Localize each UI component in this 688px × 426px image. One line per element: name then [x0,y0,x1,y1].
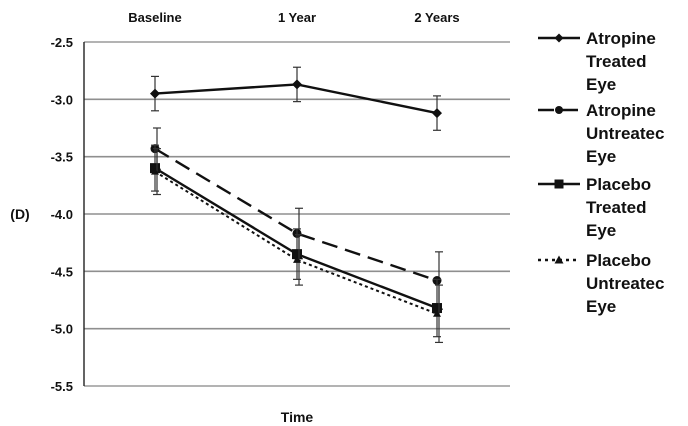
marker-circle [555,106,563,114]
marker-square [554,179,564,189]
series-line [154,170,438,315]
series-layer [150,66,443,344]
series-placebo-untreated-eye [151,148,443,344]
marker-diamond [554,33,564,43]
legend-label: Atropine [586,101,656,120]
y-tick-label: -5.5 [51,379,73,394]
legend-label: Untreatec [586,274,664,293]
legend-item: Atropine Treated Eye [538,29,656,94]
marker-square [432,303,442,314]
legend-item: Placebo Treated Eye [538,175,651,240]
legend-label: Placebo [586,175,651,194]
series-atropine-untreated-eye [150,127,443,310]
y-tick-label: -4.0 [51,207,73,222]
marker-triangle [554,255,564,264]
y-tick-label: -3.5 [51,150,73,165]
marker-diamond [150,88,160,99]
marker-triangle [151,167,159,175]
y-axis-label: (D) [10,206,29,222]
legend-item: Placebo Untreatec Eye [538,251,664,316]
legend-label: Treated [586,52,646,71]
x-category-label: 2 Years [414,10,459,25]
y-tick-label: -2.5 [51,35,73,50]
series-line [154,167,438,310]
series-placebo-treated-eye [150,144,442,338]
y-tick-label: -3.0 [51,92,73,107]
marker-square [292,249,302,260]
legend-label: Untreatec [586,124,664,143]
series-line [154,147,438,282]
marker-diamond [432,108,442,119]
legend-label: Eye [586,147,616,166]
x-category-label: Baseline [128,10,181,25]
legend-label: Eye [586,221,616,240]
marker-triangle [293,255,301,263]
legend-label: Treated [586,198,646,217]
x-axis-label: Time [281,409,314,425]
y-tick-label: -4.5 [51,264,73,279]
marker-diamond [292,79,302,90]
legend-label: Placebo [586,251,651,270]
x-category-label: 1 Year [278,10,316,25]
legend-item: Atropine Untreatec Eye [538,101,664,166]
legend-label: Eye [586,297,616,316]
y-tick-labels: -2.5 -3.0 -3.5 -4.0 -4.5 -5.0 -5.5 [51,35,73,394]
legend: AtropineTreatedEyeAtropineUntreatecEyePl… [538,29,664,316]
y-tick-label: -5.0 [51,322,73,337]
legend-label: Atropine [586,29,656,48]
x-category-labels: Baseline 1 Year 2 Years [128,10,459,25]
legend-label: Eye [586,75,616,94]
series-atropine-treated-eye [150,66,442,131]
marker-triangle [433,309,441,317]
